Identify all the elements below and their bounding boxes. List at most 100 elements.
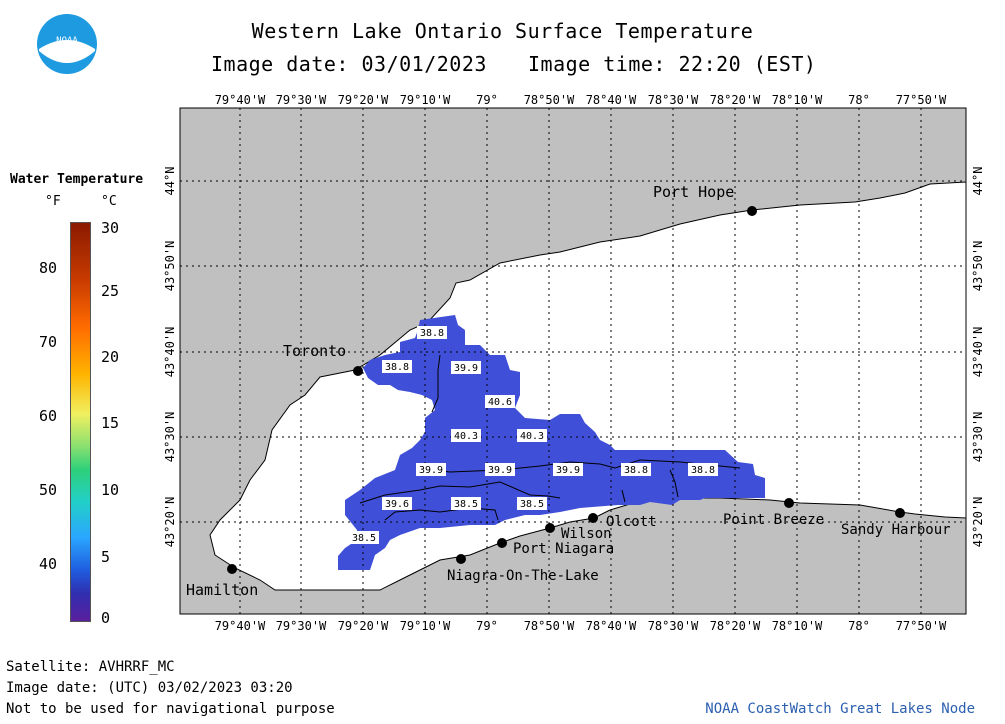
marker-hamilton xyxy=(227,564,237,574)
label-port-hope: Port Hope xyxy=(653,183,734,201)
color-scale-bar xyxy=(70,222,91,622)
lon-bottom-6: 78°40'W xyxy=(586,619,637,633)
satellite-info: Satellite: AVHRRF_MC xyxy=(6,659,175,675)
temperature-contours xyxy=(359,354,741,521)
c-tick-5: 5 xyxy=(101,548,111,566)
lon-bottom-4: 79° xyxy=(476,619,498,633)
lon-top-6: 78°40'W xyxy=(586,93,637,107)
temp-label-0: 38.8 xyxy=(420,328,444,339)
c-tick-0: 0 xyxy=(101,609,111,627)
label-point-breeze: Point Breeze xyxy=(723,512,824,528)
lat-right-0: 44°N xyxy=(971,167,985,196)
lon-bottom-1: 79°30'W xyxy=(276,619,327,633)
c-tick-15: 15 xyxy=(101,414,120,432)
temp-label-6: 39.9 xyxy=(419,465,443,476)
temp-label-9: 38.8 xyxy=(624,465,648,476)
disclaimer: Not to be used for navigational purpose xyxy=(6,701,335,717)
label-port-niagara: Port Niagara xyxy=(513,541,614,557)
label-toronto: Toronto xyxy=(283,342,346,360)
image-time: Image time: 22:20 (EST) xyxy=(528,52,817,76)
city-markers xyxy=(227,206,905,574)
lon-top-8: 78°20'W xyxy=(710,93,761,107)
city-labels: Port Hope Toronto Hamilton Niagra-On-The… xyxy=(186,183,951,599)
lon-top-1: 79°30'W xyxy=(276,93,327,107)
unit-fahrenheit: °F xyxy=(45,194,61,209)
lat-right-1: 43°50'N xyxy=(971,241,985,292)
temp-label-7: 39.9 xyxy=(488,465,512,476)
lat-left-0: 44°N xyxy=(163,167,177,196)
c-tick-20: 20 xyxy=(101,348,120,366)
marker-wilson xyxy=(545,523,555,533)
latitude-labels-left: 44°N 43°50'N 43°40'N 43°30'N 43°20'N xyxy=(163,167,177,548)
utc-date: Image date: (UTC) 03/02/2023 03:20 xyxy=(6,680,293,696)
temp-label-10: 38.8 xyxy=(691,465,715,476)
longitude-labels-top: 79°40'W 79°30'W 79°20'W 79°10'W 79° 78°5… xyxy=(215,93,947,107)
temperature-pixels xyxy=(338,315,765,570)
lon-top-5: 78°50'W xyxy=(524,93,575,107)
label-sandy-harbour: Sandy Harbour xyxy=(841,522,951,538)
map-frame xyxy=(179,107,967,615)
temp-label-14: 38.5 xyxy=(352,533,376,544)
lat-right-4: 43°20'N xyxy=(971,497,985,548)
map-title: Western Lake Ontario Surface Temperature xyxy=(251,19,754,43)
noaa-logo: NOAA xyxy=(36,13,98,75)
lon-bottom-11: 77°50'W xyxy=(896,619,947,633)
temp-label-4: 40.3 xyxy=(454,431,478,442)
marker-port-hope xyxy=(747,206,757,216)
temp-label-13: 38.5 xyxy=(520,499,544,510)
lat-left-4: 43°20'N xyxy=(163,497,177,548)
label-wilson: Wilson xyxy=(561,526,612,542)
label-olcott: Olcott xyxy=(606,514,657,530)
f-tick-40: 40 xyxy=(39,555,58,573)
marker-niagara-on-the-lake xyxy=(456,554,466,564)
lon-bottom-2: 79°20'W xyxy=(338,619,389,633)
lon-top-11: 77°50'W xyxy=(896,93,947,107)
temp-label-8: 39.9 xyxy=(556,465,580,476)
temp-label-12: 38.5 xyxy=(454,499,478,510)
lon-top-9: 78°10'W xyxy=(772,93,823,107)
c-tick-25: 25 xyxy=(101,282,120,300)
latitude-labels-right: 44°N 43°50'N 43°40'N 43°30'N 43°20'N xyxy=(971,167,985,548)
lon-top-10: 78° xyxy=(848,93,870,107)
lon-top-2: 79°20'W xyxy=(338,93,389,107)
credit-link[interactable]: NOAA CoastWatch Great Lakes Node xyxy=(705,701,975,717)
lat-left-2: 43°40'N xyxy=(163,327,177,378)
image-date: Image date: 03/01/2023 xyxy=(211,52,487,76)
unit-celsius: °C xyxy=(101,194,117,209)
f-tick-80: 80 xyxy=(39,259,58,277)
marker-point-breeze xyxy=(784,498,794,508)
lon-top-4: 79° xyxy=(476,93,498,107)
f-tick-60: 60 xyxy=(39,407,58,425)
legend-title: Water Temperature xyxy=(10,172,144,187)
lon-top-3: 79°10'W xyxy=(400,93,451,107)
f-tick-70: 70 xyxy=(39,333,58,351)
temp-label-2: 39.9 xyxy=(454,363,478,374)
lat-right-2: 43°40'N xyxy=(971,327,985,378)
lon-bottom-0: 79°40'W xyxy=(215,619,266,633)
lon-bottom-5: 78°50'W xyxy=(524,619,575,633)
lat-left-3: 43°30'N xyxy=(163,412,177,463)
temperature-labels: 38.8 38.8 39.9 40.6 40.3 40.3 39.9 39.9 … xyxy=(349,326,718,544)
marker-olcott xyxy=(588,513,598,523)
lon-top-7: 78°30'W xyxy=(648,93,699,107)
logo-text: NOAA xyxy=(56,36,78,46)
lon-bottom-8: 78°20'W xyxy=(710,619,761,633)
c-tick-10: 10 xyxy=(101,481,120,499)
label-niagara-on-the-lake: Niagra-On-The-Lake xyxy=(447,568,599,584)
lon-bottom-7: 78°30'W xyxy=(648,619,699,633)
lat-left-1: 43°50'N xyxy=(163,241,177,292)
lon-bottom-10: 78° xyxy=(848,619,870,633)
c-tick-30: 30 xyxy=(101,219,120,237)
lon-bottom-9: 78°10'W xyxy=(772,619,823,633)
marker-sandy-harbour xyxy=(895,508,905,518)
label-hamilton: Hamilton xyxy=(186,581,258,599)
marker-toronto xyxy=(353,366,363,376)
temp-label-11: 39.6 xyxy=(385,499,409,510)
lat-right-3: 43°30'N xyxy=(971,412,985,463)
longitude-labels-bottom: 79°40'W 79°30'W 79°20'W 79°10'W 79° 78°5… xyxy=(215,619,947,633)
temp-label-3: 40.6 xyxy=(488,397,512,408)
lon-bottom-3: 79°10'W xyxy=(400,619,451,633)
lon-top-0: 79°40'W xyxy=(215,93,266,107)
temp-label-5: 40.3 xyxy=(520,431,544,442)
